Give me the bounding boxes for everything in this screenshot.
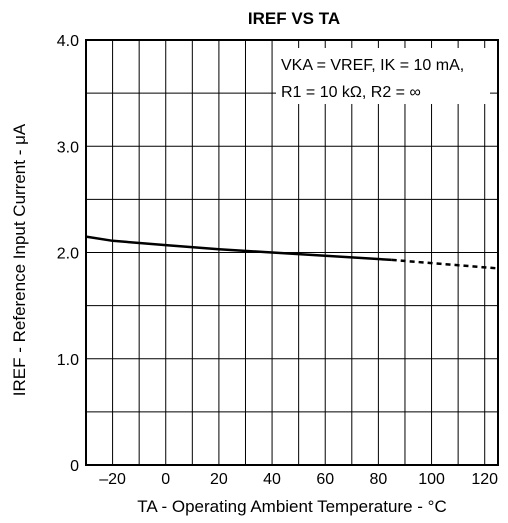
x-tick-label: 20 (210, 471, 228, 488)
annotation-line-1: VKA = VREF, IK = 10 mA, (281, 57, 464, 74)
x-axis-title: TA - Operating Ambient Temperature - °C (137, 497, 446, 516)
y-tick-label: 4.0 (57, 33, 79, 50)
y-tick-label: 2.0 (57, 246, 79, 263)
x-tick-label: 120 (471, 471, 498, 488)
annotation-line-2: R1 = 10 kΩ, R2 = ∞ (281, 84, 421, 101)
x-tick-label: 60 (316, 471, 334, 488)
x-tick-label: 40 (263, 471, 281, 488)
series-group (85, 235, 499, 270)
x-tick-labels: –20 0 20 40 60 80 100 120 (99, 471, 498, 488)
y-axis-title: IREF - Reference Input Current - μA (10, 123, 29, 396)
series-line-dashed (391, 258, 499, 270)
x-tick-label: 0 (161, 471, 170, 488)
plot-frame (85, 39, 499, 466)
y-tick-label: 0 (70, 458, 79, 475)
chart-title: IREF VS TA (248, 9, 340, 28)
x-tick-label: –20 (99, 471, 126, 488)
series-line-solid (85, 235, 392, 262)
x-tick-label: 80 (369, 471, 387, 488)
y-tick-labels: 0 1.0 2.0 3.0 4.0 (57, 33, 79, 475)
y-tick-label: 1.0 (57, 352, 79, 369)
x-tick-label: 100 (418, 471, 445, 488)
y-tick-label: 3.0 (57, 139, 79, 156)
annotation-box (276, 48, 490, 104)
